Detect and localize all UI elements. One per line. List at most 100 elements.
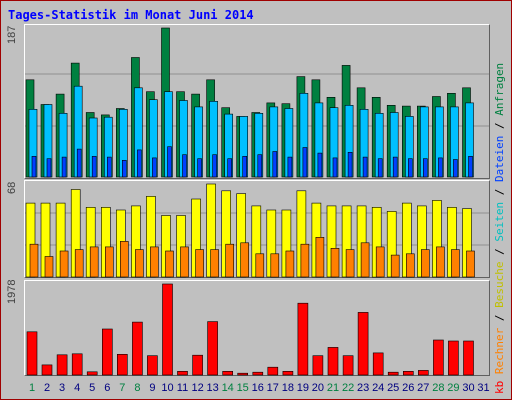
x-label-16: 16 — [251, 382, 264, 394]
bar-seiten-22 — [347, 152, 353, 178]
bar-rechner-5 — [89, 246, 99, 278]
x-label-12: 12 — [191, 382, 204, 394]
chart-title: Tages-Statistik im Monat Juni 2014 — [8, 8, 254, 22]
bar-kb-22 — [342, 355, 354, 376]
x-label-27: 27 — [417, 382, 430, 394]
bar-kb-1 — [26, 331, 38, 376]
bar-rechner-13 — [210, 249, 219, 278]
bar-rechner-10 — [165, 250, 174, 278]
bar-rechner-1 — [29, 243, 39, 278]
bar-kb-10 — [162, 283, 173, 376]
x-label-23: 23 — [356, 382, 370, 394]
bar-seiten-26 — [407, 158, 413, 178]
bar-seiten-2 — [46, 158, 52, 178]
bar-kb-21 — [327, 347, 339, 376]
bar-seiten-1 — [31, 156, 37, 178]
bar-rechner-8 — [135, 249, 144, 278]
bar-kb-30 — [463, 340, 474, 376]
x-label-6: 6 — [104, 382, 111, 394]
bar-kb-6 — [102, 328, 113, 376]
legend-sep-1: / — [493, 307, 506, 328]
x-label-2: 2 — [43, 382, 51, 394]
bar-kb-15 — [237, 372, 248, 376]
x-label-11: 11 — [176, 382, 189, 394]
x-label-21: 21 — [326, 382, 340, 394]
x-label-9: 9 — [149, 382, 156, 394]
bar-rechner-17 — [270, 253, 280, 278]
bar-kb-4 — [71, 353, 83, 376]
bar-seiten-27 — [422, 158, 428, 178]
bar-rechner-3 — [59, 250, 69, 278]
bar-rechner-7 — [120, 241, 129, 278]
bar-rechner-21 — [330, 248, 340, 278]
bar-kb-3 — [56, 354, 68, 376]
x-label-7: 7 — [119, 382, 126, 394]
bar-kb-19 — [297, 302, 309, 376]
bar-seiten-29 — [453, 159, 458, 178]
x-label-28: 28 — [432, 382, 445, 394]
legend-besuche: Besuche — [493, 261, 506, 308]
bar-kb-14 — [222, 370, 233, 376]
bar-seiten-24 — [377, 158, 383, 178]
bar-kb-2 — [41, 364, 53, 376]
bar-rechner-30 — [466, 250, 475, 278]
bar-kb-29 — [448, 340, 459, 376]
x-label-4: 4 — [74, 382, 81, 394]
bar-rechner-26 — [405, 253, 415, 278]
bar-kb-26 — [402, 370, 414, 376]
legend-sep-3: / — [493, 182, 506, 202]
x-label-20: 20 — [311, 382, 325, 394]
bar-kb-9 — [147, 355, 158, 376]
legend-dateien: Dateien — [493, 135, 506, 183]
bar-kb-28 — [433, 339, 444, 376]
bar-kb-16 — [252, 371, 264, 376]
x-label-8: 8 — [134, 382, 141, 394]
x-label-17: 17 — [266, 382, 279, 394]
bar-kb-12 — [192, 354, 203, 376]
bar-rechner-29 — [451, 249, 460, 278]
bar-rechner-12 — [195, 249, 204, 278]
bar-kb-20 — [312, 355, 324, 376]
bar-rechner-27 — [420, 249, 430, 278]
bar-rechner-4 — [74, 249, 84, 278]
x-label-25: 25 — [387, 382, 400, 394]
x-label-22: 22 — [341, 382, 355, 394]
bar-seiten-14 — [227, 158, 232, 178]
bar-rechner-20 — [315, 237, 325, 278]
bar-rechner-18 — [285, 250, 295, 278]
bar-rechner-23 — [360, 242, 370, 278]
panel-kb — [24, 280, 490, 376]
bar-rechner-14 — [225, 243, 234, 278]
bar-rechner-22 — [345, 249, 355, 278]
bar-rechner-28 — [436, 246, 445, 278]
bar-rechner-15 — [240, 242, 249, 278]
bar-seiten-8 — [137, 149, 142, 178]
bar-seiten-13 — [212, 154, 217, 178]
bar-seiten-16 — [257, 154, 263, 178]
x-label-3: 3 — [59, 382, 66, 394]
legend-vertical: kb Rechner / Besuche / Seiten / Dateien … — [493, 63, 506, 394]
bar-seiten-11 — [182, 154, 187, 178]
legend-spacer-1 — [493, 374, 506, 381]
bar-seiten-20 — [317, 152, 323, 178]
bar-seiten-12 — [197, 158, 202, 178]
x-label-24: 24 — [372, 382, 385, 394]
bar-seiten-6 — [107, 156, 112, 178]
bar-rechner-2 — [44, 256, 54, 278]
bar-rechner-11 — [180, 246, 189, 278]
legend-anfragen: Anfragen — [493, 62, 506, 116]
legend-rechner: Rechner — [493, 327, 506, 375]
x-label-14: 14 — [221, 382, 234, 394]
bar-seiten-19 — [302, 147, 308, 178]
legend-sep-2: / — [493, 241, 506, 262]
bar-kb-5 — [86, 371, 98, 376]
legend-kb: kb — [493, 380, 506, 394]
bar-seiten-5 — [91, 156, 97, 178]
x-label-29: 29 — [447, 382, 460, 394]
bar-rechner-19 — [300, 243, 310, 278]
bar-seiten-4 — [76, 148, 82, 178]
bar-seiten-15 — [242, 156, 247, 178]
bar-rechner-9 — [150, 246, 159, 278]
x-label-19: 19 — [296, 382, 310, 394]
